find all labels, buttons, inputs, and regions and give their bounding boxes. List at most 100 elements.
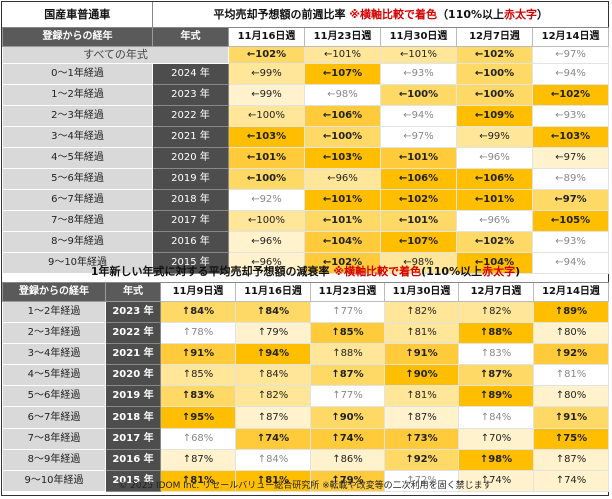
model-year-label: 2020 年 bbox=[152, 146, 229, 169]
table-row: 7～8年経過 2017 年 ↑68% ↑74% ↑74% ↑73% ↑70% ↑75% bbox=[2, 427, 609, 450]
data-cell: ↑98% bbox=[458, 448, 534, 472]
data-cell: ←107% bbox=[304, 62, 381, 85]
header-model-year: 年式 bbox=[152, 26, 229, 47]
table-row: 5～6年経過 2019 年 ↑83% ↑82% ↑77% ↑81% ↑89% ↑80% bbox=[2, 385, 609, 408]
elapsed-label: 2～3年経過 bbox=[2, 321, 106, 344]
data-cell: ←100% bbox=[456, 83, 533, 106]
caption-note: ※横軸比較で着色 bbox=[333, 264, 422, 278]
data-cell: ←94% bbox=[380, 104, 457, 127]
data-cell: ↑87% bbox=[384, 406, 459, 429]
data-cell: ↑94% bbox=[235, 342, 311, 366]
caption-note: ※横軸比較で着色 bbox=[349, 7, 438, 21]
model-year-label: 2021 年 bbox=[152, 125, 229, 148]
data-cell: ←101% bbox=[304, 188, 381, 211]
table-row: 1～2年経過 2023 年 ↑84% ↑84% ↑77% ↑82% ↑82% ↑89% bbox=[2, 300, 609, 323]
data-cell: ↑92% bbox=[533, 342, 609, 366]
header-week: 11月9日週 bbox=[160, 281, 236, 302]
model-year-label: 2019 年 bbox=[152, 167, 229, 190]
data-cell: ↑89% bbox=[533, 300, 609, 323]
data-cell: ←97% bbox=[380, 125, 457, 148]
model-year-label: 2018 年 bbox=[152, 188, 229, 211]
table2-caption: 1年新しい年式に対する平均売却予想額の減衰率 ※横軸比較で着色(110%以上赤太… bbox=[2, 261, 609, 283]
table-row: 3～4年経過 2021 年 ←103% ←100% ←97% ←99% ←103% bbox=[2, 125, 610, 148]
data-cell: ↑87% bbox=[533, 448, 609, 472]
data-cell: ←102% bbox=[531, 83, 610, 106]
model-year-label: 2018 年 bbox=[105, 406, 161, 429]
elapsed-label: 3～4年経過 bbox=[2, 125, 153, 148]
data-cell: ↑91% bbox=[533, 406, 609, 429]
model-year-label: 2017 年 bbox=[152, 209, 229, 232]
data-cell: ↑84% bbox=[235, 364, 311, 387]
table-row: 8～9年経過 2016 年 ←96% ←104% ←107% ←102% ←93% bbox=[2, 230, 610, 253]
caption-main: 1年新しい年式に対する平均売却予想額の減衰率 bbox=[90, 264, 330, 278]
data-cell: ←101% bbox=[304, 209, 381, 232]
data-cell: ←101% bbox=[380, 45, 457, 64]
header-week: 11月30日週 bbox=[380, 26, 457, 47]
caption-red: 赤太字 bbox=[504, 7, 538, 21]
data-cell: ↑88% bbox=[458, 321, 534, 344]
model-year-label: 2024 年 bbox=[152, 62, 229, 85]
data-cell: ↑91% bbox=[160, 342, 236, 366]
data-cell: ↑90% bbox=[310, 406, 385, 429]
data-cell: ↑88% bbox=[310, 342, 385, 366]
data-cell: ↑74% bbox=[533, 469, 609, 493]
data-cell: ↑85% bbox=[310, 321, 385, 344]
data-cell: ↑81% bbox=[235, 469, 311, 493]
data-cell: ←101% bbox=[380, 146, 457, 169]
data-cell: ←98% bbox=[304, 83, 381, 106]
elapsed-label: 7～8年経過 bbox=[2, 209, 153, 232]
header-week: 11月16日週 bbox=[228, 26, 305, 47]
data-cell: ←101% bbox=[380, 209, 457, 232]
data-cell: ←100% bbox=[228, 167, 305, 190]
data-cell: ←99% bbox=[456, 125, 533, 148]
data-cell: ←101% bbox=[228, 146, 305, 169]
data-cell: ←100% bbox=[380, 83, 457, 106]
data-cell: ↑73% bbox=[384, 427, 459, 450]
data-cell: ↑81% bbox=[384, 385, 459, 408]
data-cell: ↑87% bbox=[458, 364, 534, 387]
elapsed-label: 0～1年経過 bbox=[2, 62, 153, 85]
model-year-label: 2023 年 bbox=[152, 83, 229, 106]
data-cell: ↑75% bbox=[533, 427, 609, 450]
data-cell: ←96% bbox=[228, 230, 305, 253]
table-row: 2～3年経過 2022 年 ↑78% ↑79% ↑85% ↑81% ↑88% ↑80% bbox=[2, 321, 609, 344]
elapsed-label: 3～4年経過 bbox=[2, 342, 106, 366]
header-week: 12月7日週 bbox=[456, 26, 533, 47]
caption-red: 赤太字 bbox=[482, 264, 516, 278]
data-cell: ↑90% bbox=[384, 364, 459, 387]
elapsed-label: 7～8年経過 bbox=[2, 427, 106, 450]
depreciation-table: 1年新しい年式に対する平均売却予想額の減衰率 ※横軸比較で着色(110%以上赤太… bbox=[2, 261, 609, 493]
model-year-label: 2020 年 bbox=[105, 364, 161, 387]
data-cell: ←93% bbox=[380, 62, 457, 85]
elapsed-label: 8～9年経過 bbox=[2, 230, 153, 253]
header-elapsed: 登録からの経年 bbox=[2, 26, 153, 47]
data-cell: ↑84% bbox=[235, 448, 311, 472]
table-row: 8～9年経過 2016 年 ↑87% ↑84% ↑86% ↑92% ↑98% ↑87% bbox=[2, 448, 609, 472]
table-row: 0～1年経過 2024 年 ←99% ←107% ←93% ←100% ←94% bbox=[2, 62, 610, 85]
data-cell: ←103% bbox=[531, 125, 610, 148]
elapsed-label: 1～2年経過 bbox=[2, 83, 153, 106]
data-cell: ↑70% bbox=[458, 427, 534, 450]
data-cell: ↑85% bbox=[160, 364, 236, 387]
data-cell: ←104% bbox=[304, 230, 381, 253]
header-week: 11月16日週 bbox=[235, 281, 311, 302]
data-cell: ↑77% bbox=[310, 385, 385, 408]
data-cell: ←94% bbox=[531, 62, 610, 85]
data-cell: ←105% bbox=[531, 209, 610, 232]
caption-main: 平均売却予想額の前週比率 bbox=[213, 7, 346, 21]
table-row: 4～5年経過 2020 年 ↑85% ↑84% ↑87% ↑90% ↑87% ↑81% bbox=[2, 364, 609, 387]
data-cell: ←100% bbox=[228, 209, 305, 232]
data-cell: ←103% bbox=[228, 125, 305, 148]
data-cell: ↑81% bbox=[160, 469, 236, 493]
data-cell: ↑80% bbox=[533, 385, 609, 408]
data-cell: ↑68% bbox=[160, 427, 236, 450]
model-year-label: 2017 年 bbox=[105, 427, 161, 450]
header-week: 11月23日週 bbox=[304, 26, 381, 47]
data-cell: ↑74% bbox=[458, 469, 534, 493]
model-year-label: 2019 年 bbox=[105, 385, 161, 408]
data-cell: ←99% bbox=[228, 83, 305, 106]
data-cell: ↑86% bbox=[310, 448, 385, 472]
table-row-all: すべての年式 ←102% ←101% ←101% ←102% ←97% bbox=[2, 45, 610, 64]
data-cell: ←93% bbox=[531, 104, 610, 127]
